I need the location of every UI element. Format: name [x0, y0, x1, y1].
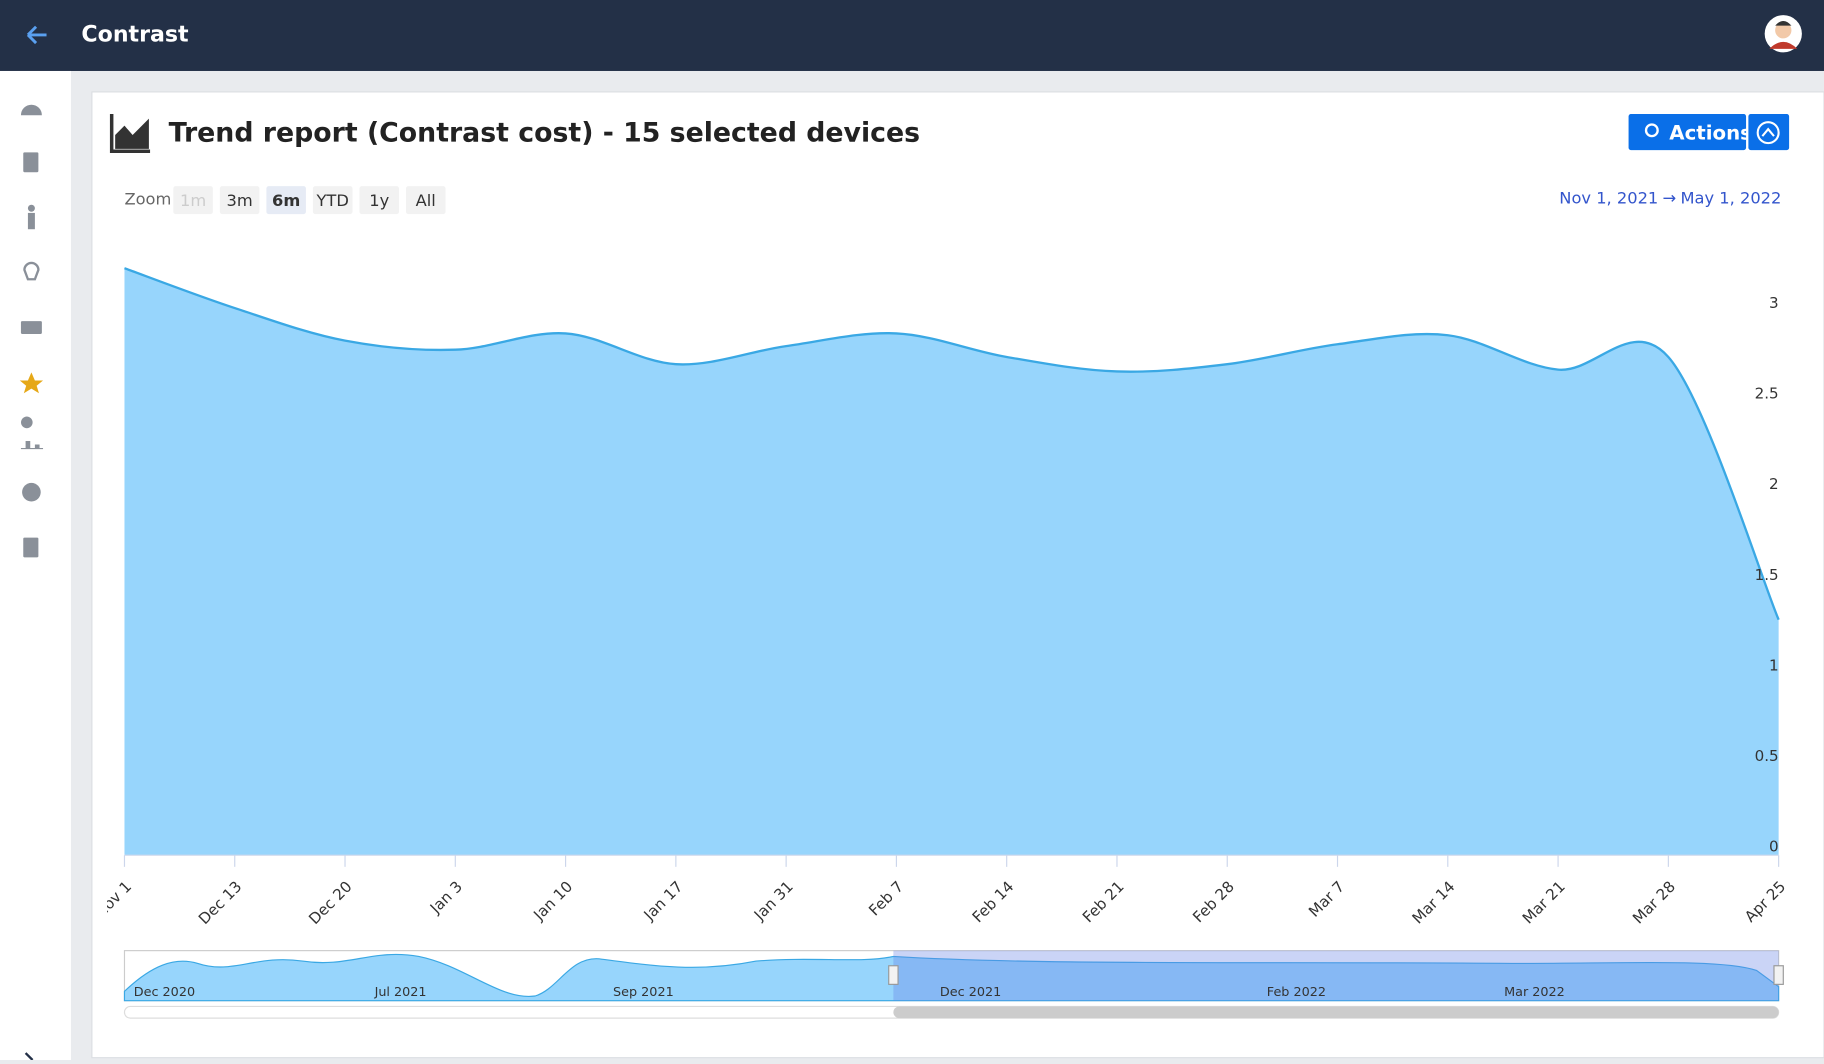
person-icon[interactable]: [27, 204, 35, 212]
y-tick-label: 0: [1769, 838, 1779, 856]
navigator-label: Dec 2021: [940, 985, 1001, 1000]
app-title: Contrast: [81, 21, 189, 47]
zoom-button[interactable]: [312, 186, 353, 215]
y-tick-label: 2.5: [1755, 385, 1779, 403]
zoom-button[interactable]: [266, 186, 306, 215]
navigator-label: Mar 2022: [1504, 985, 1565, 1000]
scrollbar-thumb[interactable]: [893, 1006, 1779, 1019]
y-tick-label: 2: [1769, 475, 1779, 493]
money-icon[interactable]: [20, 321, 42, 334]
avatar[interactable]: [1764, 15, 1802, 53]
navigator-label: Feb 2022: [1267, 985, 1326, 1000]
collapse-chevron: [1761, 127, 1775, 137]
gear-icon: [1644, 123, 1659, 138]
navigator-label: Dec 2020: [134, 985, 195, 1000]
navigator-handle-left[interactable]: [888, 965, 899, 985]
star-icon[interactable]: [19, 372, 44, 394]
navigator-series: [123, 953, 1780, 1002]
range-arrow: →: [1662, 188, 1676, 207]
navigator-selection[interactable]: [893, 950, 1779, 1001]
sidebar-icons[interactable]: [19, 104, 44, 558]
navigator-label: Sep 2021: [613, 985, 674, 1000]
zoom-button[interactable]: [405, 186, 446, 215]
collapse-ring: [1756, 121, 1780, 145]
range-from[interactable]: Nov 1, 2021: [1559, 188, 1658, 207]
y-tick-label: 1.5: [1755, 566, 1779, 584]
back-button[interactable]: [26, 25, 47, 45]
bulb-icon[interactable]: [23, 261, 40, 281]
y-tick-label: 1: [1769, 656, 1779, 674]
navigator-label: Jul 2021: [374, 985, 427, 1000]
zoom-buttons: 1m 3m 6m YTD 1y All: [173, 186, 446, 215]
actions-button[interactable]: Actions: [1628, 114, 1752, 151]
y-tick-label: 3: [1769, 294, 1779, 312]
zoom-button-label[interactable]: YTD: [315, 191, 348, 210]
navigator-labels: Dec 2020 Jul 2021 Sep 2021 Dec 2021 Feb 2022…: [134, 985, 1565, 1000]
zoom-button: [173, 186, 213, 215]
book-icon[interactable]: [23, 537, 39, 558]
collapse-button[interactable]: [1748, 114, 1790, 151]
zoom-label: Zoom: [124, 190, 171, 209]
plot: Nov 1 Dec 13 Dec 20 Jan 3 Jan 10 Jan 17 Jan 31…: [107, 267, 1789, 928]
panel-title: Trend report (Contrast cost) - 15 select…: [169, 117, 920, 148]
navigator-handle-right[interactable]: [1773, 965, 1784, 985]
collapse-bg[interactable]: [1748, 114, 1790, 151]
dashboard-icon[interactable]: [20, 104, 42, 116]
y-tick-label: 0.5: [1755, 747, 1779, 765]
zoom-button-label[interactable]: 3m: [227, 191, 253, 210]
top-bar: [0, 0, 1824, 71]
gauge-icon[interactable]: [22, 482, 41, 502]
person-body: [27, 212, 35, 230]
area-line: [124, 267, 1780, 621]
area-fill: [124, 268, 1779, 856]
zoom-button-label[interactable]: 6m: [272, 191, 300, 210]
zoom-button[interactable]: [219, 186, 260, 215]
range-to[interactable]: May 1, 2022: [1680, 188, 1781, 207]
sidebar: [0, 70, 71, 1061]
actions-bg[interactable]: [1628, 114, 1747, 151]
zoom-button-label[interactable]: 1y: [369, 191, 389, 210]
document-icon[interactable]: [23, 152, 39, 173]
zoom-button-label: 1m: [180, 191, 206, 210]
zoom-button-label[interactable]: All: [416, 191, 436, 210]
sidebar-toggle[interactable]: [24, 1052, 34, 1061]
actions-label[interactable]: Actions: [1669, 121, 1752, 144]
report-icon: [109, 114, 151, 154]
navigator[interactable]: Dec 2020 Jul 2021 Sep 2021 Dec 2021 Feb 2022…: [123, 950, 1784, 1019]
zoom-button[interactable]: [359, 186, 399, 215]
report-icon[interactable]: [20, 416, 44, 450]
